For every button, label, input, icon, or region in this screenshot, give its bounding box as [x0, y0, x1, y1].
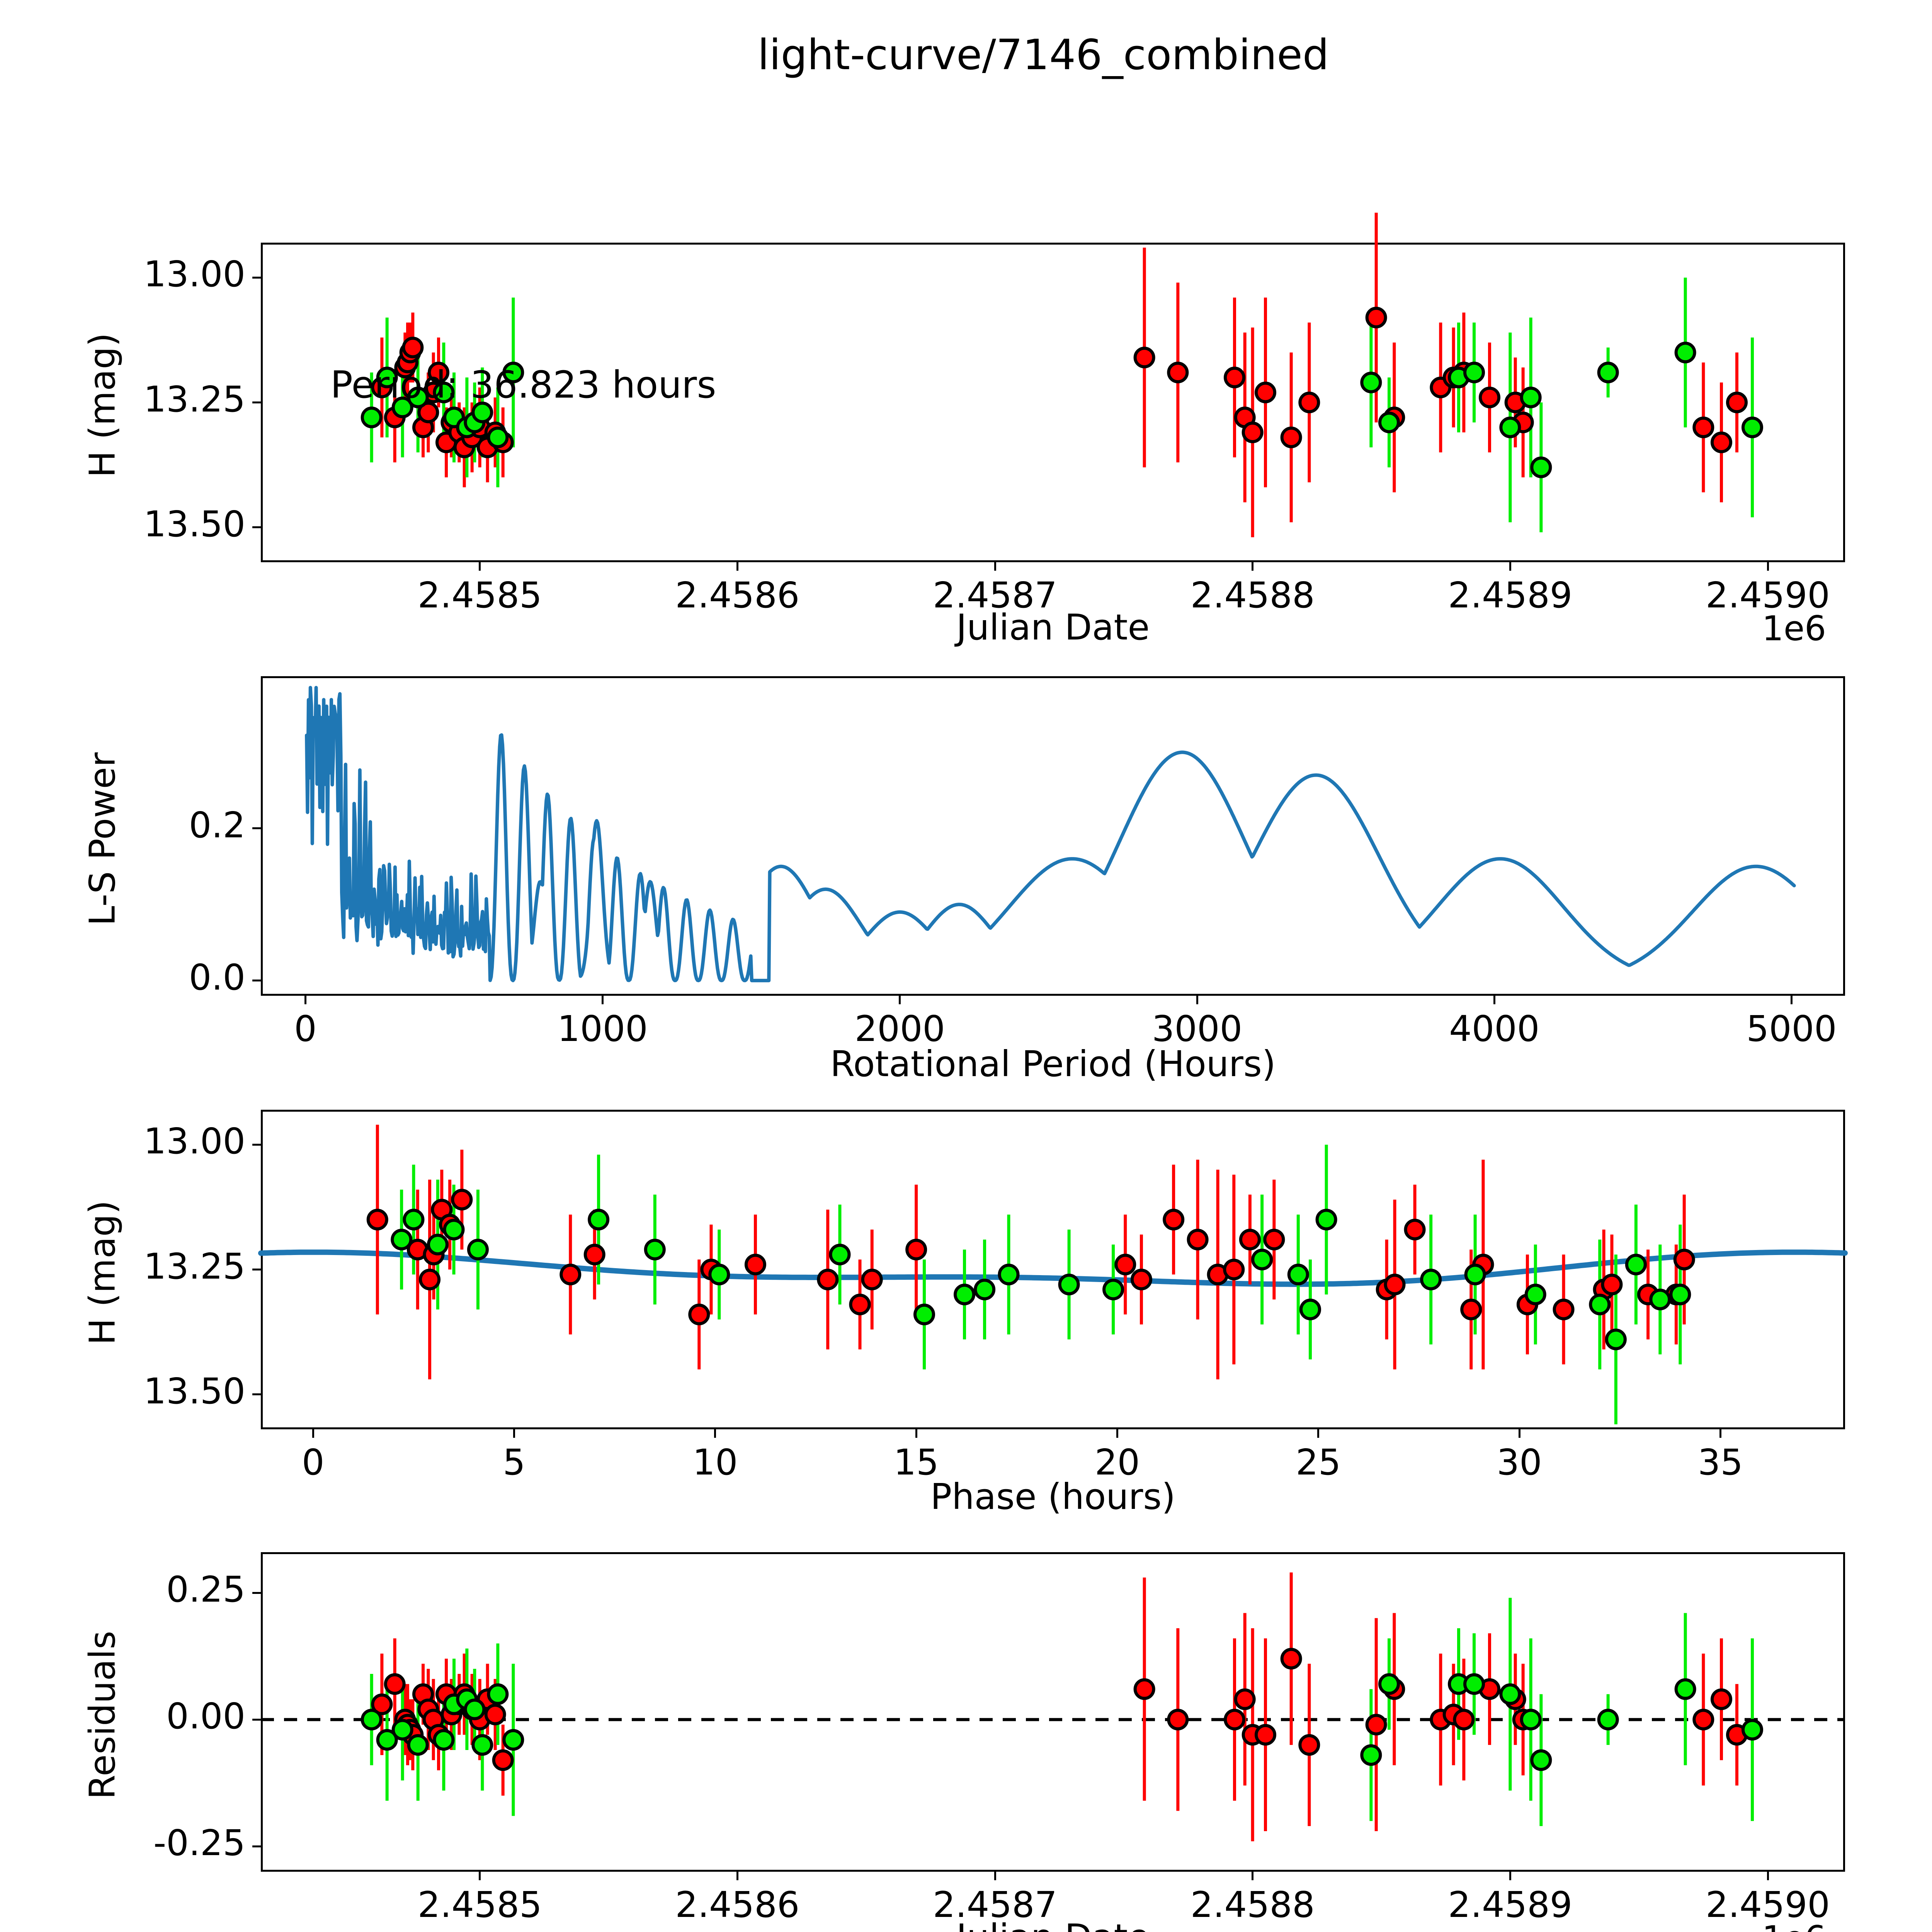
- axis-tick: [899, 996, 901, 1004]
- axis-tick-label: 13.50: [143, 503, 245, 545]
- panel-residuals-offset: 1e6: [1762, 1918, 1826, 1932]
- axis-tick-label: 13.25: [143, 1245, 245, 1287]
- axis-tick: [1116, 1429, 1118, 1438]
- axis-tick: [994, 562, 996, 571]
- axis-tick-label: -0.25: [153, 1822, 245, 1864]
- axis-tick-label: 2.4587: [933, 575, 1057, 616]
- axis-tick-label: 13.00: [143, 1121, 245, 1162]
- axis-tick: [252, 526, 261, 529]
- axis-tick: [1518, 1429, 1520, 1438]
- axis-tick: [252, 1718, 261, 1721]
- axis-tick: [252, 1269, 261, 1270]
- axis-tick-label: 15: [893, 1442, 939, 1483]
- axis-tick: [513, 1429, 515, 1438]
- period-annotation: Period: 36.823 hours: [330, 363, 716, 406]
- axis-tick: [304, 996, 306, 1004]
- axis-tick-label: 0: [294, 1008, 317, 1049]
- panel-residuals: [261, 1552, 1845, 1872]
- panel-lightcurve-xlabel: Julian Date: [956, 607, 1150, 648]
- axis-tick-label: 0.25: [166, 1569, 245, 1611]
- axis-tick-label: 5000: [1746, 1008, 1837, 1049]
- axis-tick: [252, 1592, 261, 1594]
- axis-tick: [1252, 1872, 1254, 1880]
- axis-tick: [915, 1429, 917, 1438]
- panel-lightcurve: [261, 243, 1845, 562]
- axis-tick: [1252, 562, 1254, 571]
- axis-tick: [252, 1393, 261, 1396]
- axis-tick-label: 35: [1697, 1442, 1743, 1483]
- axis-tick-label: 3000: [1151, 1008, 1243, 1049]
- panel-periodogram: [261, 676, 1845, 996]
- axis-tick-label: 1000: [557, 1008, 648, 1049]
- axis-tick-label: 30: [1497, 1442, 1542, 1483]
- axis-tick: [736, 562, 738, 571]
- axis-tick-label: 25: [1296, 1442, 1341, 1483]
- axis-tick-label: 13.50: [143, 1370, 245, 1412]
- axis-tick-label: 0: [301, 1442, 325, 1483]
- axis-tick: [252, 401, 261, 403]
- axis-tick: [994, 1872, 996, 1880]
- figure-title: light-curve/7146_combined: [757, 31, 1329, 79]
- axis-tick: [736, 1872, 738, 1880]
- axis-tick-label: 2.4585: [417, 575, 542, 616]
- panel-phased: [261, 1110, 1845, 1429]
- axis-tick: [252, 1143, 261, 1146]
- axis-tick: [1509, 562, 1511, 571]
- panel-lightcurve-offset: 1e6: [1762, 609, 1827, 648]
- axis-tick-label: 0.2: [189, 804, 245, 846]
- axis-tick: [602, 996, 604, 1004]
- axis-tick-label: 10: [692, 1442, 738, 1483]
- axis-tick-label: 0.0: [189, 956, 245, 998]
- axis-tick: [479, 562, 481, 571]
- axis-tick: [252, 276, 261, 279]
- axis-tick: [252, 1845, 261, 1847]
- panel-residuals-xlabel: Julian Date: [956, 1917, 1150, 1932]
- axis-tick: [1767, 562, 1769, 571]
- panel-periodogram-xlabel: Rotational Period (Hours): [830, 1043, 1276, 1085]
- axis-tick: [252, 827, 261, 830]
- axis-tick-label: 5: [503, 1442, 526, 1483]
- axis-tick-label: 2.4586: [675, 1884, 800, 1925]
- axis-tick-label: 13.25: [143, 378, 245, 420]
- axis-tick-label: 2000: [854, 1008, 945, 1049]
- axis-tick-label: 2.4589: [1448, 1884, 1573, 1925]
- axis-tick-label: 0.00: [166, 1696, 245, 1737]
- axis-tick-label: 2.4590: [1706, 575, 1830, 616]
- axis-tick: [479, 1872, 481, 1880]
- axis-tick: [1767, 1872, 1769, 1880]
- axis-tick-label: 2.4587: [933, 1884, 1057, 1925]
- axis-tick-label: 20: [1094, 1442, 1140, 1483]
- axis-tick-label: 2.4585: [417, 1884, 542, 1925]
- axis-tick-label: 2.4588: [1190, 575, 1315, 616]
- axis-tick: [714, 1429, 716, 1438]
- axis-tick: [1317, 1429, 1320, 1438]
- axis-tick-label: 4000: [1449, 1008, 1540, 1049]
- axis-tick-label: 2.4586: [675, 575, 800, 616]
- axis-tick: [1791, 996, 1793, 1004]
- axis-tick: [1196, 996, 1198, 1004]
- panel-phased-xlabel: Phase (hours): [930, 1476, 1176, 1517]
- axis-tick: [1493, 996, 1495, 1004]
- axis-tick: [1509, 1872, 1511, 1880]
- axis-tick: [312, 1429, 314, 1438]
- axis-tick-label: 2.4590: [1706, 1884, 1830, 1925]
- axis-tick-label: 13.00: [143, 253, 245, 295]
- axis-tick-label: 2.4588: [1190, 1884, 1315, 1925]
- axis-tick-label: 2.4589: [1448, 575, 1573, 616]
- axis-tick: [252, 980, 261, 982]
- axis-tick: [1719, 1429, 1721, 1438]
